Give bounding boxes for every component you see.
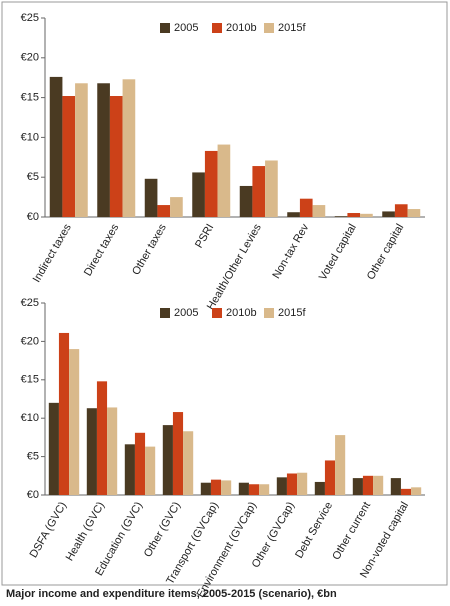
- bar: [49, 76, 63, 218]
- bar: [122, 79, 136, 218]
- legend-swatch: [264, 308, 274, 318]
- legend-label: 2005: [174, 307, 198, 319]
- bar: [276, 477, 287, 495]
- bar: [335, 435, 346, 495]
- y-tick-label: €0: [27, 489, 39, 501]
- bar: [109, 96, 123, 217]
- bar: [373, 475, 384, 495]
- legend-swatch: [160, 23, 170, 33]
- bar: [170, 197, 183, 217]
- bar: [145, 446, 156, 495]
- bar: [286, 473, 298, 495]
- bar: [347, 213, 361, 217]
- bar: [299, 198, 313, 217]
- y-tick-label: €25: [21, 297, 39, 309]
- bar: [259, 484, 270, 495]
- y-tick-label: €0: [27, 211, 39, 223]
- caption: Major income and expenditure items, 2005…: [6, 588, 337, 600]
- bar: [69, 349, 80, 495]
- bar: [362, 475, 374, 495]
- legend-label: 2015f: [278, 22, 306, 34]
- bar: [252, 166, 266, 217]
- bar: [86, 408, 97, 495]
- bar: [390, 478, 401, 495]
- legend-swatch: [160, 308, 170, 318]
- y-tick-label: €15: [21, 374, 39, 386]
- bar: [75, 83, 88, 217]
- bar: [265, 160, 278, 217]
- bar: [204, 150, 218, 217]
- bar: [210, 479, 222, 495]
- bar: [183, 431, 194, 495]
- y-tick-label: €25: [21, 12, 39, 24]
- y-tick-label: €5: [27, 451, 39, 463]
- bar: [134, 432, 146, 495]
- bar: [96, 381, 108, 495]
- bar: [360, 213, 373, 217]
- bar: [312, 205, 326, 217]
- bar: [107, 407, 118, 495]
- y-tick-label: €10: [21, 412, 39, 424]
- bar: [172, 412, 184, 495]
- bar: [314, 481, 325, 495]
- bar: [144, 178, 158, 217]
- legend-swatch: [264, 23, 274, 33]
- bar: [297, 472, 308, 495]
- bar: [382, 211, 395, 217]
- bar: [162, 425, 173, 495]
- bar: [157, 205, 171, 217]
- bar: [124, 444, 135, 495]
- bar: [248, 484, 260, 495]
- bar: [287, 212, 300, 217]
- legend-label: 2010b: [226, 22, 257, 34]
- y-tick-label: €20: [21, 335, 39, 347]
- bar: [394, 204, 408, 217]
- bar: [217, 144, 231, 217]
- y-tick-label: €15: [21, 92, 39, 104]
- bar: [239, 185, 253, 217]
- y-tick-label: €5: [27, 171, 39, 183]
- legend-label: 2010b: [226, 307, 257, 319]
- bar: [200, 482, 211, 495]
- bar: [238, 482, 249, 495]
- bar: [411, 487, 422, 495]
- legend-label: 2015f: [278, 307, 306, 319]
- bar: [97, 83, 110, 217]
- bar: [221, 480, 232, 495]
- legend-swatch: [212, 308, 222, 318]
- bar: [400, 488, 412, 495]
- bar: [324, 460, 336, 495]
- bar: [334, 216, 348, 217]
- legend-label: 2005: [174, 22, 198, 34]
- y-tick-label: €20: [21, 52, 39, 64]
- bar: [352, 478, 363, 495]
- bar: [48, 402, 59, 495]
- bar: [62, 96, 76, 217]
- bar: [58, 332, 70, 495]
- bar: [407, 209, 421, 217]
- bar: [192, 172, 205, 217]
- legend-swatch: [212, 23, 222, 33]
- y-tick-label: €10: [21, 131, 39, 143]
